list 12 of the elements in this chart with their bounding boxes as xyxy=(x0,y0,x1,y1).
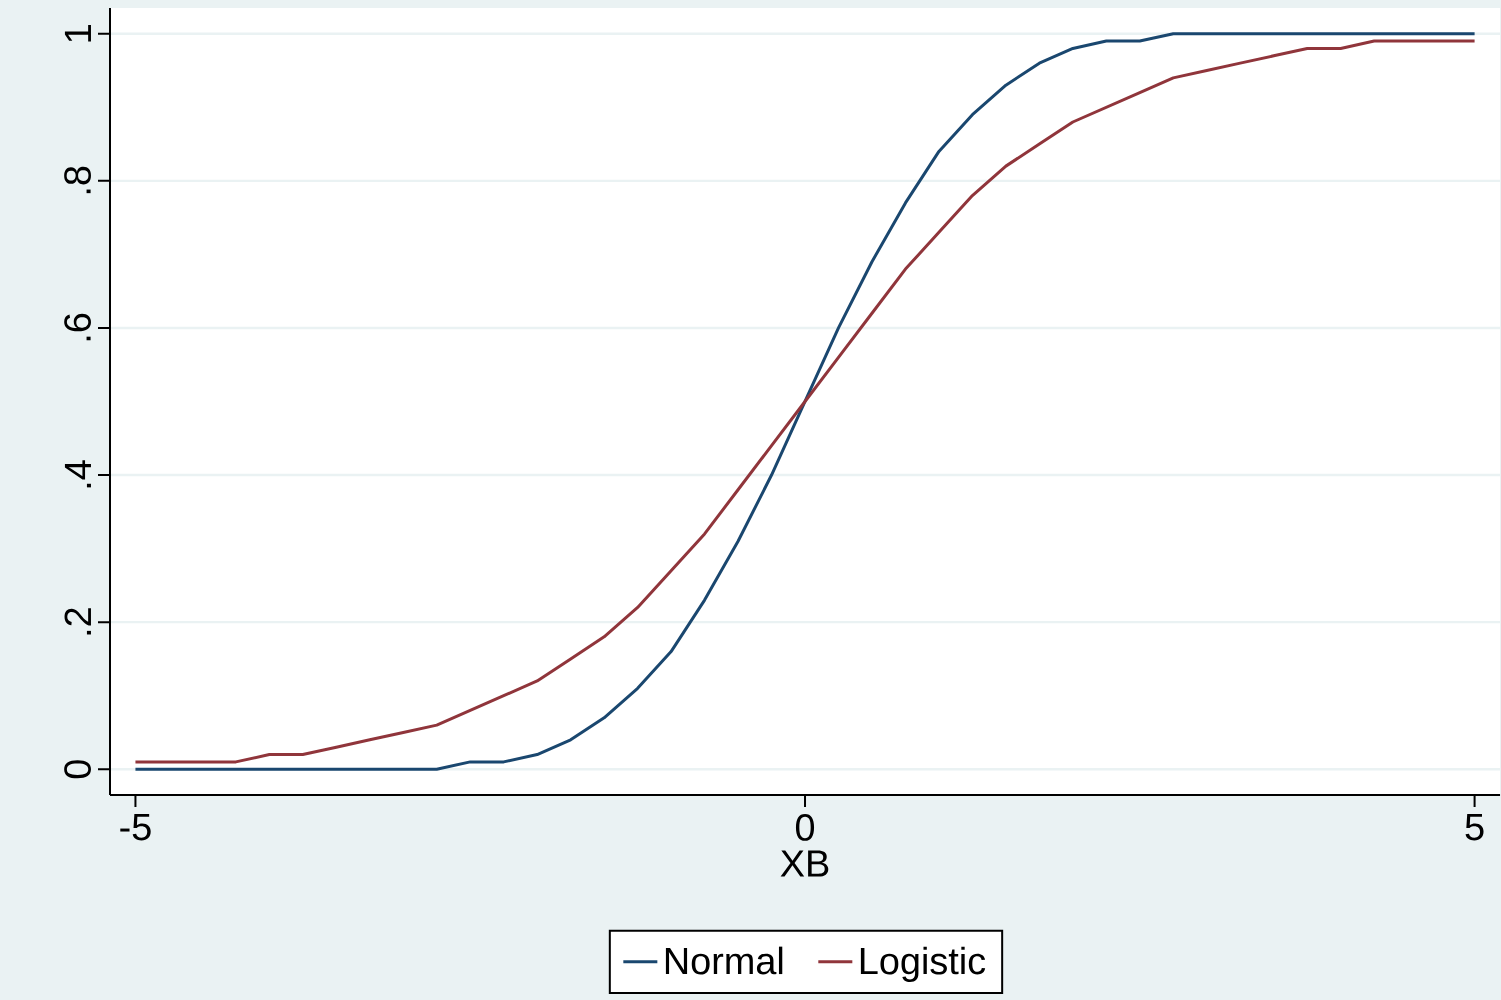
x-tick-label: 0 xyxy=(795,814,815,841)
x-tick-label: 5 xyxy=(1465,814,1484,841)
x-tick-label: -5 xyxy=(120,814,151,841)
y-tick-label: 1 xyxy=(64,25,91,42)
legend-label: Normal xyxy=(665,946,783,975)
legend-label: Logistic xyxy=(860,946,986,982)
y-tick-label: 0 xyxy=(64,760,91,779)
y-tick-label: .2 xyxy=(64,608,91,635)
x-axis-title: XB xyxy=(780,850,829,877)
y-tick-label: .6 xyxy=(64,313,91,341)
y-tick-label: .4 xyxy=(64,460,91,488)
y-tick-label: .8 xyxy=(64,166,91,194)
